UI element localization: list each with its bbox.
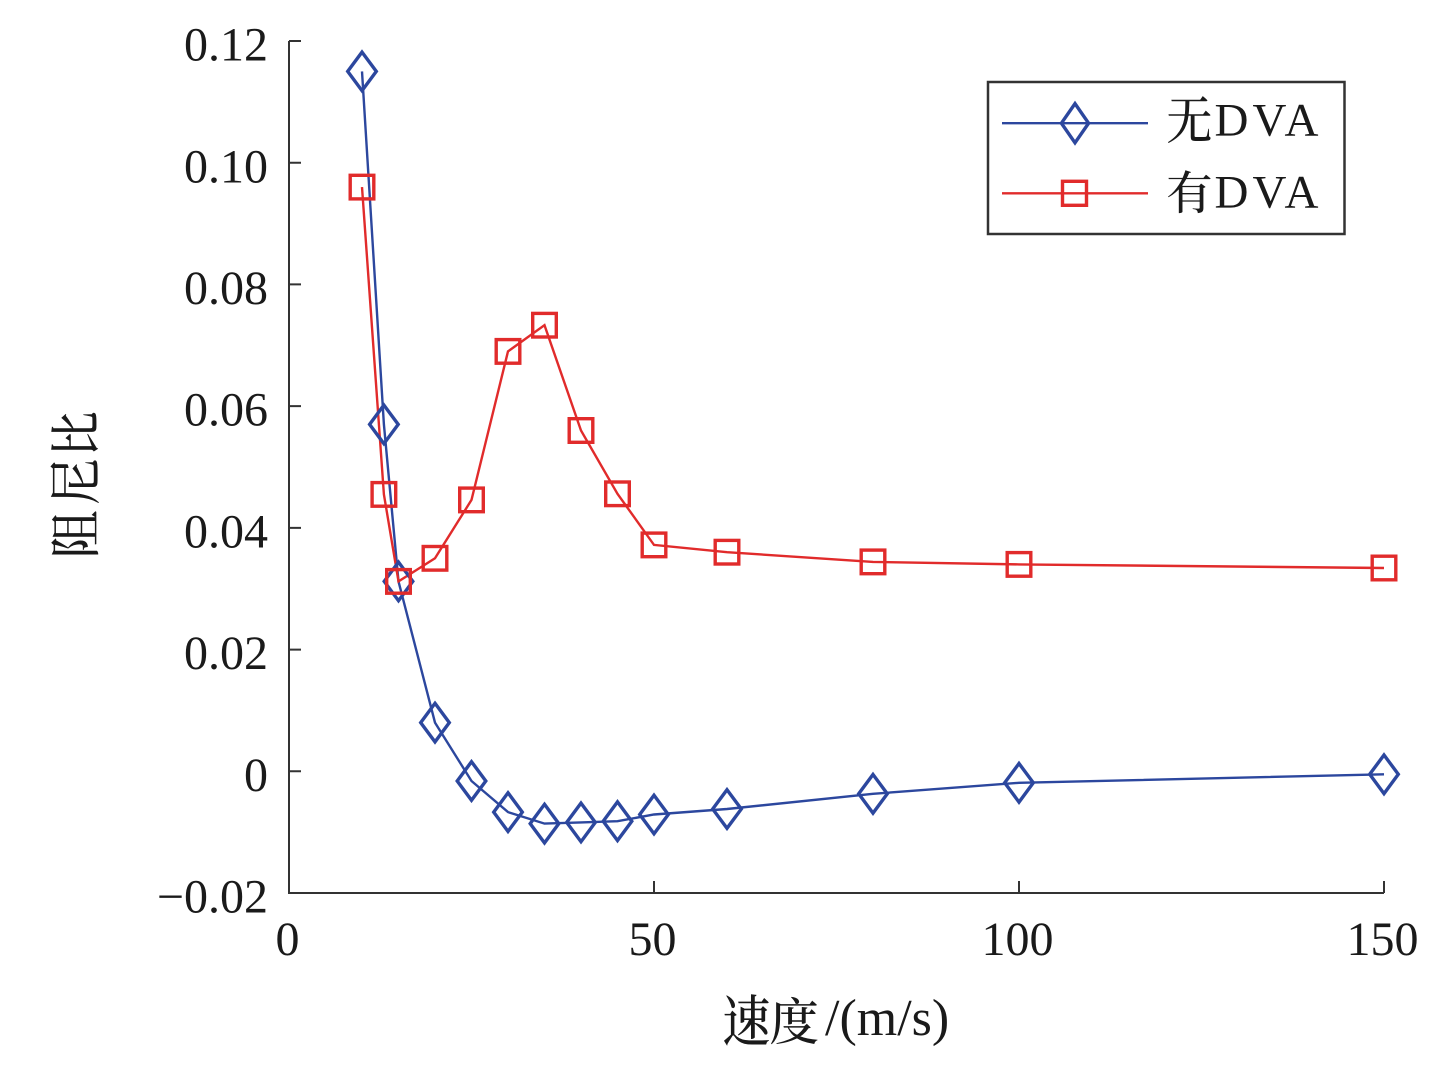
svg-text:150: 150 bbox=[1347, 913, 1419, 966]
svg-text:0.10: 0.10 bbox=[184, 140, 268, 193]
svg-text:0.12: 0.12 bbox=[184, 19, 268, 72]
svg-text:0.04: 0.04 bbox=[184, 506, 268, 559]
svg-text:50: 50 bbox=[629, 913, 677, 966]
svg-text:0: 0 bbox=[276, 913, 300, 966]
svg-text:0: 0 bbox=[244, 749, 268, 802]
svg-text:DVA: DVA bbox=[1215, 95, 1319, 147]
svg-text:DVA: DVA bbox=[1215, 166, 1319, 218]
svg-text:0.08: 0.08 bbox=[184, 262, 268, 315]
svg-text:0.06: 0.06 bbox=[184, 384, 268, 437]
svg-text:−0.02: −0.02 bbox=[157, 871, 268, 924]
svg-text:0.02: 0.02 bbox=[184, 627, 268, 680]
svg-text:/(m/s): /(m/s) bbox=[825, 990, 949, 1047]
svg-text:100: 100 bbox=[982, 913, 1054, 966]
